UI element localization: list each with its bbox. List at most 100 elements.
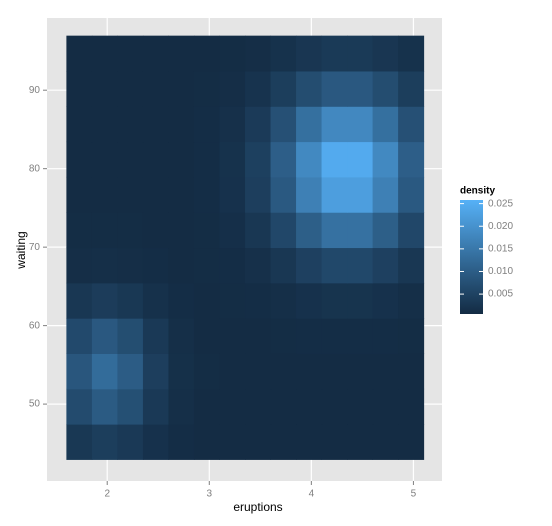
cell xyxy=(219,282,246,319)
cell xyxy=(372,141,399,178)
legend-title: density xyxy=(460,186,495,197)
cell xyxy=(219,212,246,249)
cell xyxy=(168,35,195,72)
cell xyxy=(219,141,246,178)
colorbar-tick-label: 0.010 xyxy=(488,266,513,277)
cell xyxy=(296,353,323,390)
cell xyxy=(219,70,246,107)
cell xyxy=(193,318,220,354)
y-tick-label: 80 xyxy=(29,163,41,174)
cell xyxy=(66,282,93,319)
cell xyxy=(372,318,399,354)
cell xyxy=(117,35,144,72)
cell xyxy=(193,35,220,72)
cell xyxy=(296,106,323,143)
cell xyxy=(117,424,144,460)
cell xyxy=(245,388,272,425)
cell xyxy=(142,247,169,284)
cell xyxy=(372,70,399,107)
cell xyxy=(91,388,118,425)
cell xyxy=(91,353,118,390)
cell xyxy=(91,282,118,319)
cell xyxy=(245,106,272,143)
cell xyxy=(321,212,348,249)
cell xyxy=(398,388,425,425)
cell xyxy=(219,353,246,390)
cell xyxy=(219,388,246,425)
cell xyxy=(296,388,323,425)
cell xyxy=(296,424,323,460)
cell xyxy=(91,318,118,354)
colorbar-tick-label: 0.025 xyxy=(488,198,513,209)
cell xyxy=(245,318,272,354)
cell xyxy=(66,176,93,213)
cell xyxy=(347,35,374,72)
cell xyxy=(270,282,297,319)
cell xyxy=(398,141,425,178)
cell xyxy=(372,424,399,460)
cell xyxy=(91,212,118,249)
cell xyxy=(321,247,348,284)
cell xyxy=(66,141,93,178)
cell xyxy=(372,106,399,143)
cell xyxy=(168,282,195,319)
cell xyxy=(168,424,195,460)
cell xyxy=(245,282,272,319)
cell xyxy=(270,247,297,284)
cell xyxy=(347,212,374,249)
x-tick-label: 5 xyxy=(411,489,417,500)
cell xyxy=(117,141,144,178)
cell xyxy=(91,106,118,143)
cell xyxy=(66,318,93,354)
cell xyxy=(245,353,272,390)
cell xyxy=(193,424,220,460)
cell xyxy=(219,424,246,460)
cell xyxy=(219,318,246,354)
cell xyxy=(117,176,144,213)
cell xyxy=(117,247,144,284)
cell xyxy=(398,35,425,72)
cell xyxy=(321,318,348,354)
cell xyxy=(270,176,297,213)
cell xyxy=(117,353,144,390)
cell xyxy=(66,70,93,107)
cell xyxy=(398,106,425,143)
cell xyxy=(321,141,348,178)
cell xyxy=(245,35,272,72)
cell xyxy=(142,141,169,178)
cell xyxy=(91,35,118,72)
cell xyxy=(66,106,93,143)
cell xyxy=(142,212,169,249)
cell xyxy=(193,106,220,143)
cell xyxy=(91,176,118,213)
y-tick-label: 70 xyxy=(29,242,41,253)
cell xyxy=(398,176,425,213)
cell xyxy=(117,70,144,107)
cell xyxy=(270,353,297,390)
cell xyxy=(270,318,297,354)
cell xyxy=(372,176,399,213)
cell xyxy=(398,353,425,390)
cell xyxy=(321,70,348,107)
cell xyxy=(321,353,348,390)
cell xyxy=(270,388,297,425)
x-tick-label: 2 xyxy=(104,489,110,500)
cell xyxy=(142,106,169,143)
cell xyxy=(219,35,246,72)
cell xyxy=(168,247,195,284)
cell xyxy=(168,388,195,425)
cell xyxy=(372,353,399,390)
cell xyxy=(296,318,323,354)
cell xyxy=(245,212,272,249)
cell xyxy=(270,70,297,107)
cell xyxy=(245,70,272,107)
cell xyxy=(245,141,272,178)
cell xyxy=(117,282,144,319)
cell xyxy=(296,70,323,107)
cell xyxy=(321,282,348,319)
cell xyxy=(66,212,93,249)
cell xyxy=(347,318,374,354)
cell xyxy=(398,424,425,460)
